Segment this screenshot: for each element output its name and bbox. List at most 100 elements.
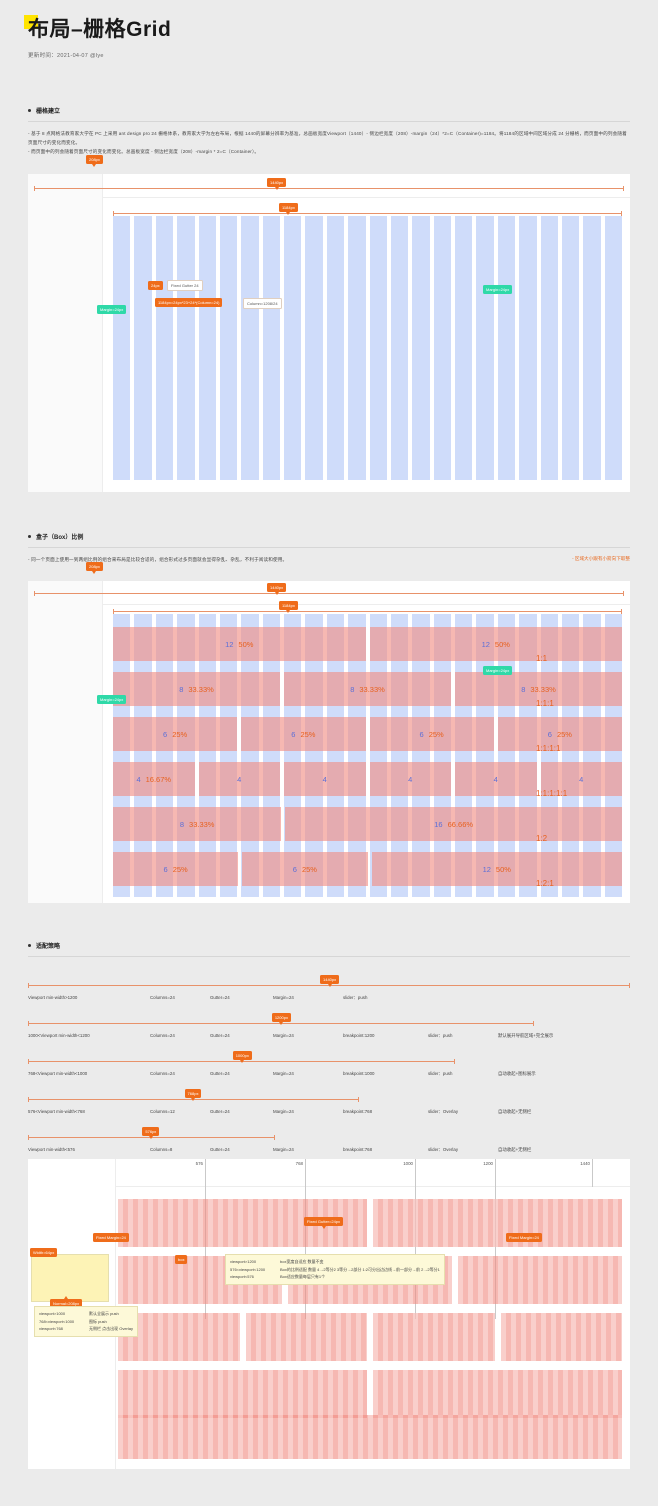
tooltip-key: viewport>1000 (39, 1311, 66, 1317)
ratio-box-span: 12 (225, 639, 234, 649)
grid-columns (113, 216, 622, 481)
grid-topbar (103, 174, 630, 199)
bullet-text: - 基于 8 点网格法教育家大学在 PC 上采用 ant design pro … (28, 131, 627, 145)
box-ratio-diagram: 208px 1184px 12 50% 12 50% 8 33.33% 8 33.33% 8 33… (28, 562, 630, 904)
strategy-cell: Gutter=24 (210, 1147, 230, 1153)
breakpoint-box (373, 1370, 622, 1419)
ratio-box-span: 8 (521, 684, 526, 694)
section-divider (28, 956, 630, 958)
strategy-cell: Gutter=24 (210, 1071, 230, 1077)
strategy-cell: Viewport min-width<576 (28, 1147, 75, 1153)
section-box-ratio: 盒子（Box）比例 - 同一个页面上使用一到两组比例的组合来布局是比较合适的，组… (0, 532, 658, 565)
badge-margin-right: Margin=24px (483, 666, 513, 676)
strategy-cell: Columns=24 (150, 1033, 175, 1039)
ratio-box: 6 25% (113, 852, 239, 887)
tooltip-key: viewport>1200 (230, 1259, 257, 1265)
ratio-box: 12 50% (371, 852, 622, 887)
strategy-cell: 1000<Viewport min-width<1200 (28, 1033, 90, 1039)
ratio-box-span: 4 (493, 774, 498, 784)
strategy-cell: 576<Viewport min-width<768 (28, 1109, 85, 1115)
badge-viewport-1440: 1440px (267, 583, 287, 593)
breakpoint-tick-label: 1200 (483, 1161, 493, 1167)
ratio-box: 6 25% (369, 717, 494, 752)
box-ratio-diagram-zone: 1440px 208px 1184px 12 50% 12 50% 8 33.33% 8 33… (0, 562, 658, 921)
ratio-box-span: 4 (237, 774, 242, 784)
tooltip-row: 576<viewport<1200 Box的比例适配 数量 4→2等分2 3等分→… (230, 1266, 440, 1274)
grid-column (113, 216, 131, 481)
badge-sidebar-208: 208px (86, 155, 103, 165)
section-grid-setup: 栅格建立 - 基于 8 点网格法教育家大学在 PC 上采用 ant design… (0, 106, 658, 156)
ratio-box: 16 66.66% (285, 807, 622, 842)
badge-fixed-margin-left: Fixed Margin=24 (93, 1233, 129, 1243)
badge-breakpoint-width: 1200px (271, 1013, 291, 1023)
ratio-box: 6 25% (497, 717, 622, 752)
title-highlight-marker (24, 15, 38, 29)
section-divider (28, 121, 630, 123)
ratio-row: 4 16.67% 4 4 4 4 4 (113, 762, 622, 797)
strategy-cell: Columns=12 (150, 1109, 175, 1115)
grid-column (348, 216, 366, 481)
ratio-box-percent: 50% (494, 639, 510, 649)
breakpoint-box (118, 1415, 622, 1460)
ratio-box-percent: 50% (495, 864, 511, 874)
grid-diagram-zone: 1440px 208px 1184px 24px Fixed Gutter 24… (0, 155, 658, 510)
strategy-cell: slider：push (343, 995, 368, 1001)
ratio-box-span: 4 (322, 774, 327, 784)
box-ratio-note: - 区域大小跟有小箭向下取整 (572, 556, 630, 562)
ratio-label: 1:1:1:1:1 (536, 789, 568, 799)
strategy-row: 768px 576<Viewport min-width<768 Columns=1… (28, 1077, 630, 1115)
ratio-row: 6 25% 6 25% 12 50% (113, 852, 622, 887)
page-header: 布局–栅格Grid 更新时间：2021-04-07 @lye (0, 0, 658, 59)
page-title-wrap: 布局–栅格Grid (24, 15, 171, 42)
badge-breakpoint-width: 1440px (320, 975, 340, 985)
section-box-ratio-head: 盒子（Box）比例 (0, 532, 658, 541)
tooltip-key: 576<viewport<1200 (230, 1266, 266, 1272)
strategy-cell: slider：Overlay (428, 1147, 459, 1153)
strategy-cell: 768<Viewport min-width<1000 (28, 1071, 88, 1077)
grid-column (497, 216, 516, 481)
tooltip-row: 768<viewport<1000 图标 push (39, 1318, 133, 1326)
ratio-box: 4 (455, 762, 537, 797)
badge-column-formula: 1184px=24px*23+24*(Column=24) (155, 298, 223, 308)
ratio-box-percent: 33.33% (188, 684, 214, 694)
ratio-box-span: 16 (434, 819, 443, 829)
badge-column-note: Column=1208/24 (243, 298, 282, 310)
section-adaptation: 适配策略 (0, 941, 658, 958)
ratio-box-span: 12 (482, 864, 491, 874)
grid-column (369, 216, 387, 481)
ratio-label: 1:1 (536, 654, 548, 664)
breakpoint-box (373, 1199, 622, 1248)
grid-column (155, 216, 174, 481)
breakpoint-box (118, 1370, 367, 1419)
ratio-box-percent: 25% (556, 729, 572, 739)
strategy-cell: 自动收起+图标展示 (498, 1071, 536, 1077)
ratio-label: 1:1:1 (536, 699, 554, 709)
strategy-cell: Viewport min-width>1200 (28, 995, 78, 1001)
breakpoint-box (458, 1256, 622, 1305)
tooltip-value: 无侧栏 点击出现 Overlay (89, 1326, 134, 1332)
strategy-cell: breakpoint:1000 (343, 1071, 375, 1077)
section-box-ratio-bullets: - 同一个页面上使用一到两组比例的组合来布局是比较合适的，组合形式过多页面就会显… (0, 548, 658, 565)
breakpoint-tick-label: 1000 (403, 1161, 413, 1167)
grid-column (198, 216, 216, 481)
strategy-cell: Margin=24 (273, 1109, 294, 1115)
ratio-row: 8 33.33% 8 33.33% 8 33.33% (113, 672, 622, 707)
container-measure-line (113, 609, 622, 615)
ratio-row: 6 25% 6 25% 6 25% 6 25% (113, 717, 622, 752)
ratio-box: 6 25% (242, 852, 368, 887)
section-box-ratio-title: 盒子（Box）比例 (36, 535, 84, 542)
ratio-label: 1:2 (536, 834, 548, 844)
grid-column (519, 216, 537, 481)
strategy-cell: 自动收起+无侧栏 (498, 1109, 532, 1115)
grid-column (326, 216, 345, 481)
breakpoint-tick-line (592, 1159, 593, 1188)
strategy-cell: slider：Overlay (428, 1109, 459, 1115)
grid-diagram: 208px 1184px 24px Fixed Gutter 24 1184px… (28, 155, 630, 493)
breakpoint-left-yellow-block (31, 1254, 109, 1303)
tooltip-key: viewport<576 (230, 1274, 254, 1280)
ratio-box: 8 33.33% (284, 672, 451, 707)
ratio-sidebar-column (28, 581, 103, 904)
breakpoint-chart-zone: 576 768 1000 1200 1440 Fixed Margin=24 Fixed… (0, 1159, 658, 1479)
tooltip-value: 图标 push (89, 1318, 107, 1324)
viewport-measure-line (34, 591, 624, 597)
